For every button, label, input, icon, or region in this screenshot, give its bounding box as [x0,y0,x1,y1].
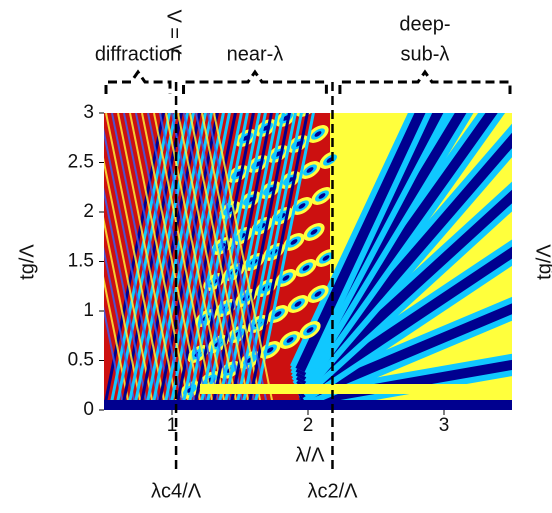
region-bracket [338,69,512,94]
heat-band [165,113,227,410]
heat-band [153,113,215,410]
heat-band [147,113,209,410]
heat-cell [302,104,311,112]
heat-cell [286,337,294,343]
region-label: diffraction [95,43,181,65]
heat-band [171,113,233,410]
region-label: deep- [399,13,450,35]
region-bracket [104,69,172,94]
y-tick-label: 3 [83,102,94,123]
heat-band [298,303,512,403]
threshold-label: λc2/Λ [307,480,358,502]
x-tick-label: 3 [439,415,450,436]
heat-band [104,216,143,410]
heat-band [105,113,167,410]
heat-cell [282,275,290,281]
y-tick-label: 2.5 [68,152,94,173]
heat-band [207,113,269,410]
region-label: near-λ [227,43,284,65]
region-label: sub-λ [401,43,450,65]
y-tick-label: 1 [83,300,94,321]
x-tick-label: 1 [167,415,178,436]
heat-band [104,127,161,410]
heat-band [183,113,245,410]
y-tick-label: 0.5 [68,350,94,371]
heat-bg [104,400,512,410]
heat-band [117,113,179,410]
threshold-label: λc4/Λ [151,480,202,502]
heat-bg [200,384,512,394]
heat-cell [306,327,314,333]
heat-band [201,113,263,410]
y-tick-label: 2 [83,201,94,222]
heat-cell [314,291,322,297]
annotation: λ = Λ [164,9,186,55]
heat-cell [318,193,326,199]
heat-band [104,305,125,410]
heat-cell [266,347,274,353]
heat-band [123,113,185,410]
x-axis-label: λ/Λ [296,444,326,466]
heat-band [159,113,221,410]
heatmap [104,94,512,410]
heat-band [195,113,257,410]
heat-cell [306,167,314,173]
y-tick-label: 1.5 [68,251,94,272]
heat-band [213,113,275,410]
heat-cell [322,255,330,261]
heat-cell [294,301,302,307]
heat-band [177,113,239,410]
heat-band [299,359,512,407]
heat-cell [314,131,322,137]
y2-axis-label: tg/Λ [533,244,552,280]
x-tick-label: 2 [303,415,314,436]
heat-band [104,157,155,410]
heat-band [141,113,203,410]
heat-band [189,113,251,410]
heat-cell [290,239,298,245]
heat-band [295,113,426,373]
region-bracket [182,69,328,94]
heat-band [129,113,191,410]
heat-cell [302,265,310,271]
y-axis-label: tg/Λ [16,244,38,280]
heat-cell [274,311,282,317]
heat-band [104,187,149,410]
y-tick-label: 0 [83,399,94,420]
heat-band [104,276,131,410]
heat-cell [298,203,306,209]
heat-cell [310,229,318,235]
heat-band [104,246,137,410]
heat-cell [322,94,331,102]
heat-band [135,113,197,410]
heat-band [111,113,173,410]
